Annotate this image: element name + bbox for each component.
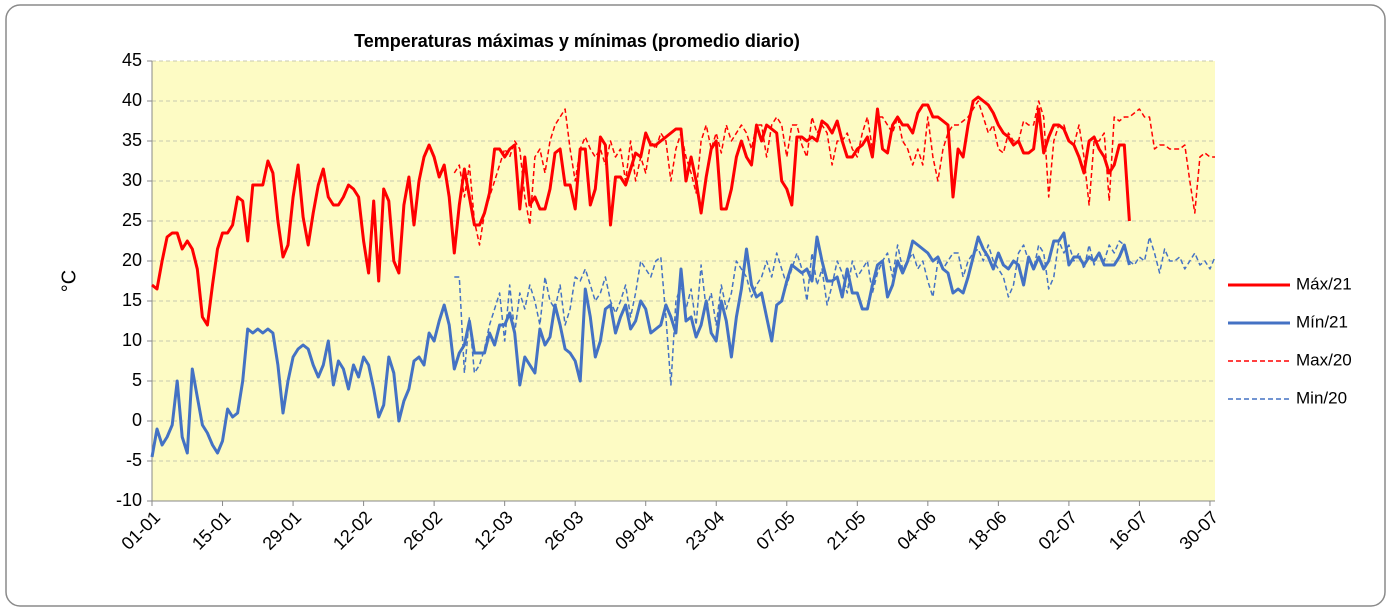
y-tick-label: 40 (122, 90, 142, 110)
y-tick-label: 5 (132, 370, 142, 390)
y-tick-label: 25 (122, 210, 142, 230)
series-line (454, 236, 1216, 386)
y-tick-label: 0 (132, 410, 142, 430)
y-tick-label: -5 (126, 450, 142, 470)
series-line (150, 231, 1131, 458)
chart-title: Temperaturas máximas y mínimas (promedio… (354, 31, 800, 51)
series-line (453, 100, 1215, 246)
y-tick-label: 20 (122, 250, 142, 270)
y-tick-label: 35 (122, 130, 142, 150)
legend-label: Max/20 (1296, 350, 1352, 369)
y-tick-label: 15 (122, 290, 142, 310)
y-tick-label: -10 (116, 490, 142, 510)
legend-label: Min/20 (1296, 388, 1347, 407)
y-tick-label: 45 (122, 50, 142, 70)
y-tick-label: 30 (122, 170, 142, 190)
y-axis-label: °C (58, 270, 80, 292)
y-tick-label: 10 (122, 330, 142, 350)
legend-label: Máx/21 (1296, 274, 1352, 293)
legend-label: Mín/21 (1296, 312, 1348, 331)
